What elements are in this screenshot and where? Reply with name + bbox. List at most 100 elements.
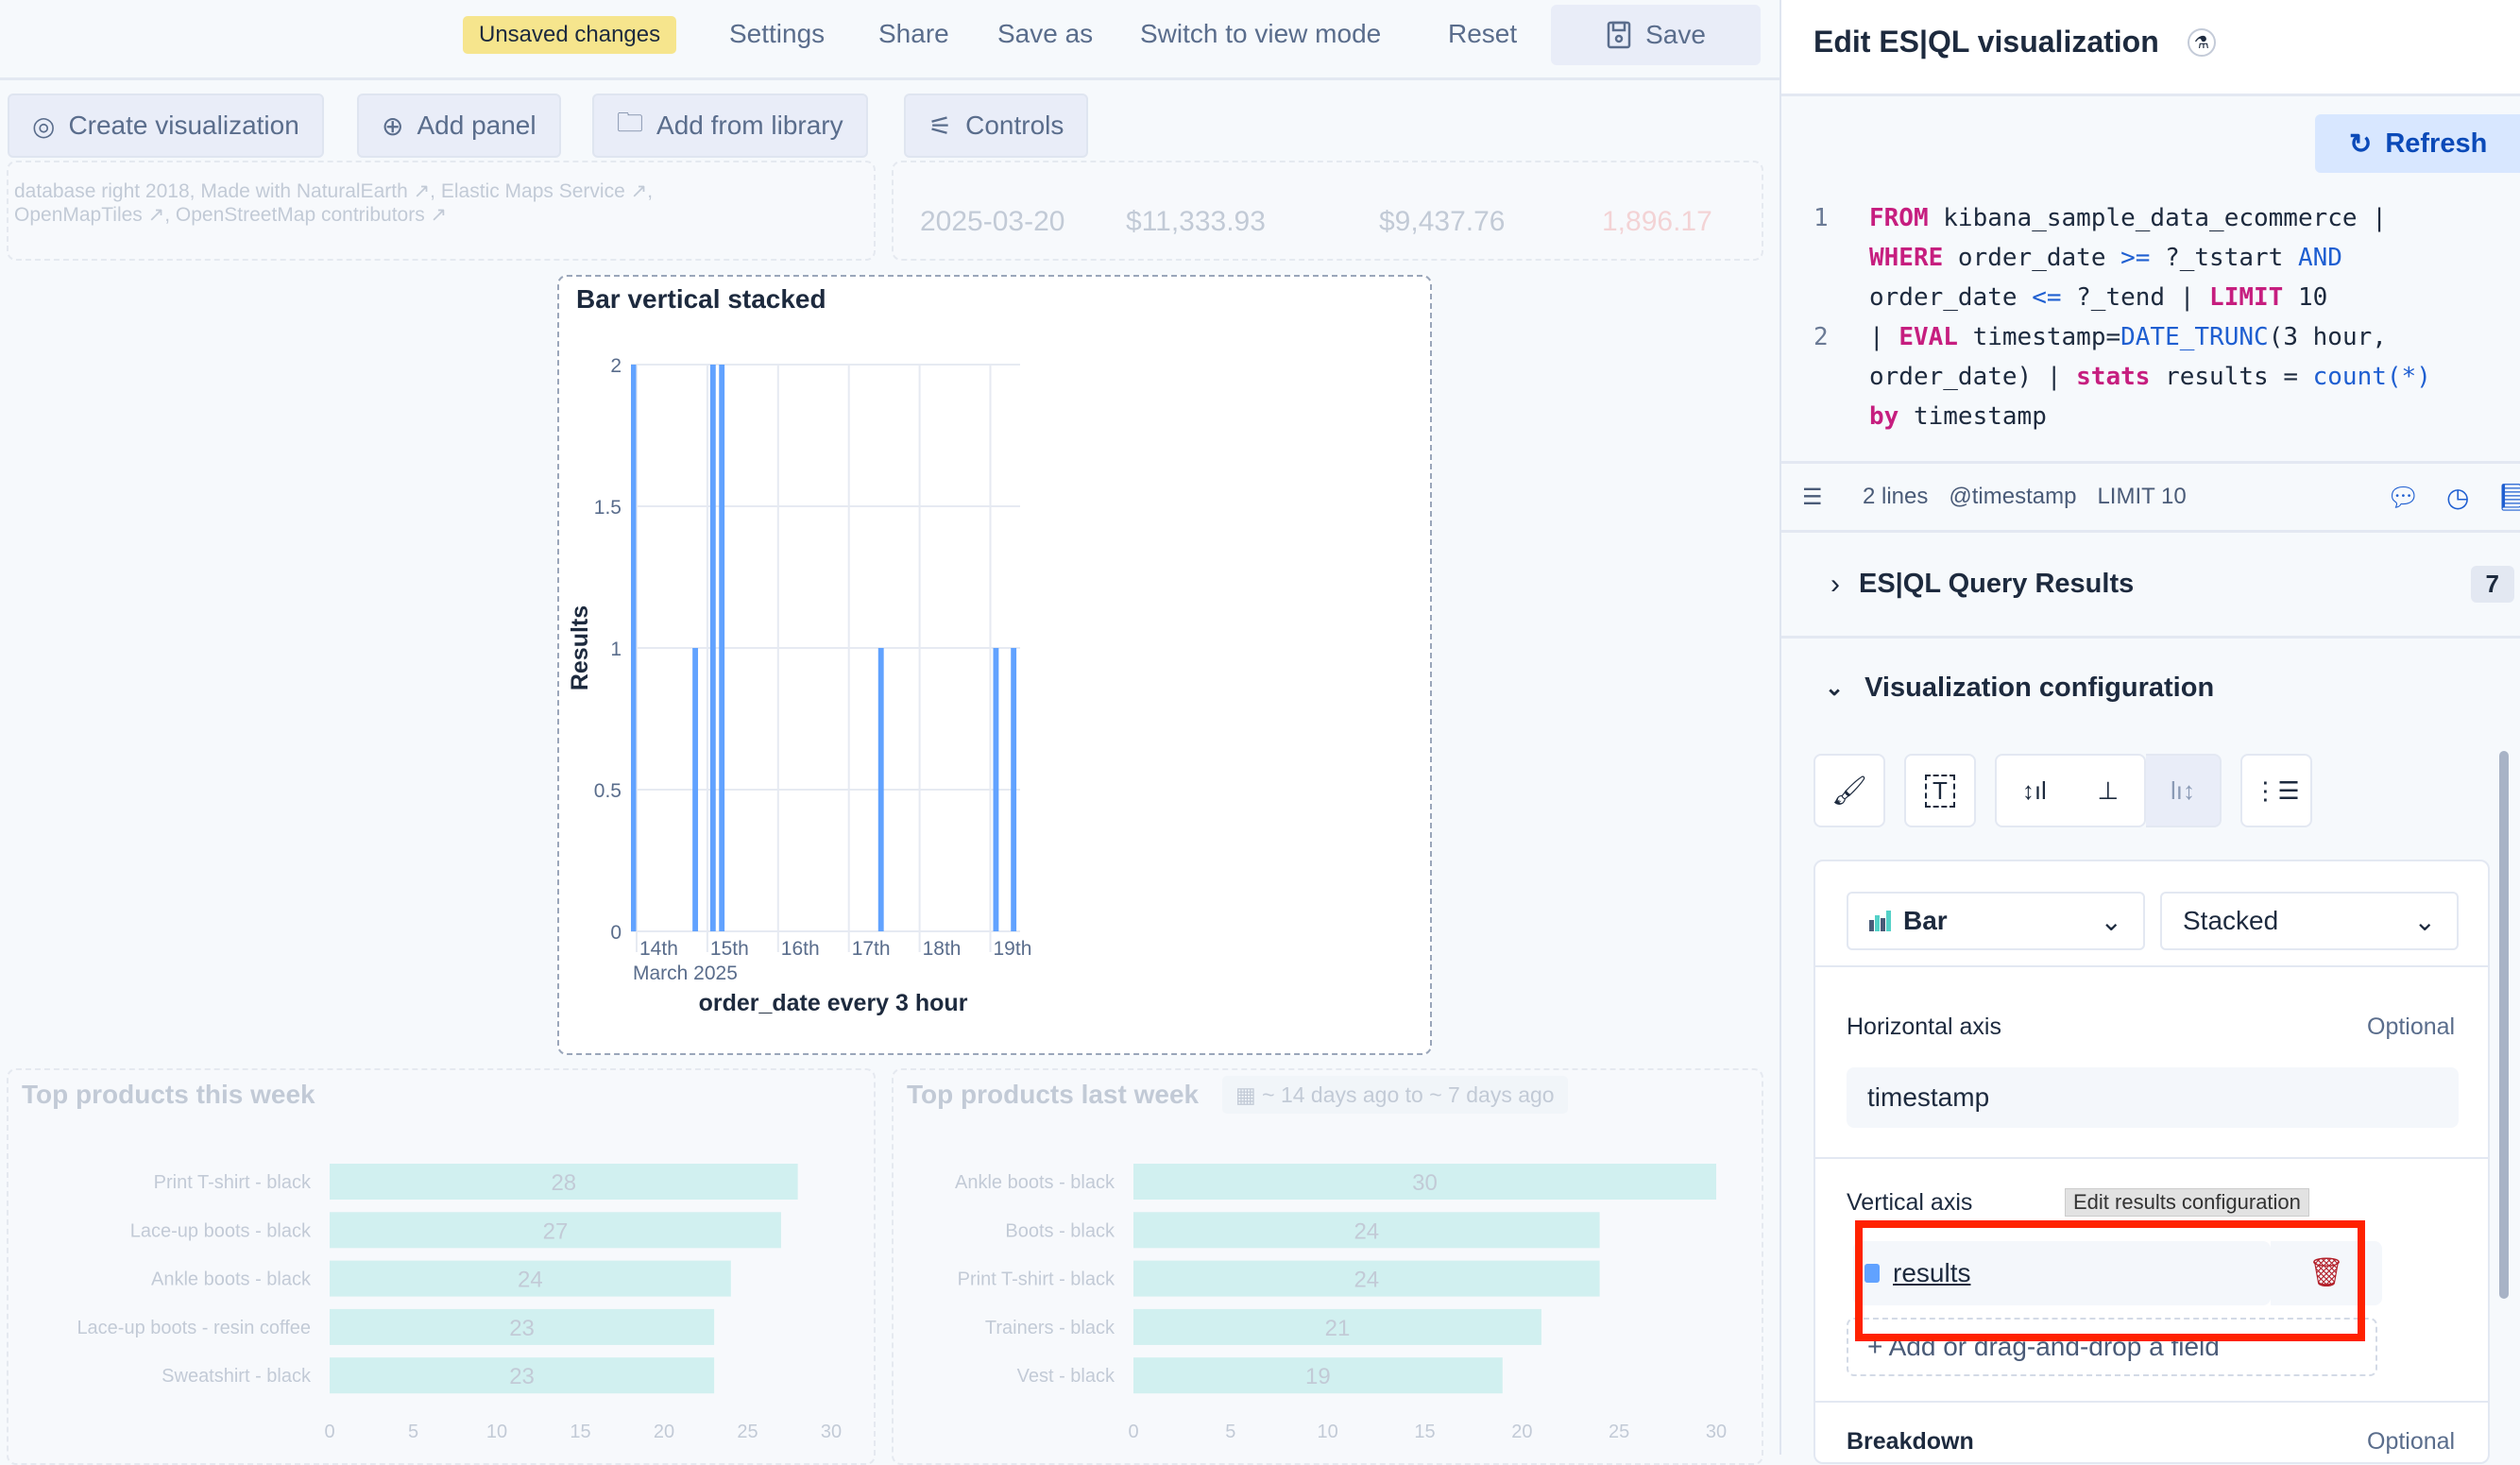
bar [330, 1212, 781, 1249]
x-tick-label: 5 [1225, 1422, 1235, 1442]
bar [1133, 1357, 1503, 1394]
code-token: DATE_TRUNC [2120, 323, 2269, 351]
tooltip: Edit results configuration [2065, 1188, 2309, 1217]
category-label: Vest - black [1017, 1366, 1115, 1387]
visualization-configuration-accordion[interactable]: ⌄ Visualization configuration [1825, 673, 2214, 704]
category-label: Lace-up boots - resin coffee [77, 1318, 311, 1338]
share-link[interactable]: Share [878, 19, 949, 48]
save-button[interactable]: Save [1551, 5, 1761, 65]
limit-info: LIMIT 10 [2097, 484, 2187, 509]
wrap-lines-icon[interactable]: ☰ [1802, 484, 1823, 510]
code-token: timestamp= [1957, 323, 2121, 351]
attribution-openstreetmap[interactable]: OpenStreetMap contributors [175, 204, 425, 226]
code-token: timestamp [1899, 402, 2047, 431]
create-visualization-button[interactable]: ◎ Create visualization [8, 94, 324, 158]
scrollbar[interactable] [2499, 751, 2509, 1299]
series-color-swatch[interactable] [1864, 1264, 1880, 1283]
save-icon [1606, 21, 1632, 49]
bar [1133, 1308, 1541, 1345]
x-tick-label: 20 [1511, 1422, 1532, 1442]
query-results-accordion[interactable]: › ES|QL Query Results 7 [1781, 533, 2520, 639]
stacking-mode-select[interactable]: Stacked ⌄ [2160, 892, 2459, 950]
code-token: LIMIT [2209, 283, 2284, 312]
code-token: order_date [1869, 283, 2033, 312]
bar [1133, 1260, 1600, 1297]
technical-preview-beaker-icon[interactable]: ⚗ [2188, 28, 2216, 57]
time-range-label: ~ 14 days ago to ~ 7 days ago [1262, 1082, 1555, 1107]
bar [330, 1357, 715, 1394]
attribution-openmaptiles[interactable]: OpenMapTiles [14, 204, 143, 226]
results-field-link[interactable]: results [1893, 1258, 1971, 1287]
settings-link[interactable]: Settings [729, 19, 826, 48]
code-line: FROM kibana_sample_data_ecommerce | [1869, 198, 2387, 238]
map-panel: database right 2018, Made with NaturalEa… [7, 161, 876, 261]
left-axis-icon[interactable]: ↕ıl [2021, 775, 2047, 805]
chart-type-value: Bar [1903, 906, 1948, 935]
data-label: 30 [1412, 1170, 1438, 1196]
optional-label: Optional [2367, 1014, 2456, 1040]
right-axis-icon: lı↕ [2171, 775, 2195, 805]
vertical-axis-field-results[interactable]: results [1853, 1241, 2271, 1305]
switch-to-view-mode-link[interactable]: Switch to view mode [1140, 19, 1382, 48]
line-count: 2 lines [1863, 484, 1929, 509]
chevron-down-icon: ⌄ [2413, 906, 2436, 936]
code-token: | [1869, 323, 1899, 351]
chevron-down-icon: ⌄ [1825, 675, 1845, 701]
controls-label: Controls [965, 111, 1064, 140]
bar [1133, 1212, 1600, 1249]
attribution-naturalearth[interactable]: database right 2018, Made with NaturalEa… [14, 180, 408, 202]
bar [719, 365, 725, 931]
controls-button[interactable]: ⚟ Controls [904, 94, 1089, 158]
data-label: 23 [509, 1364, 535, 1389]
chart-type-select[interactable]: Bar ⌄ [1847, 892, 2145, 950]
x-tick-label: 17th [852, 938, 891, 960]
table-cell-date: 2025-03-20 [920, 206, 1065, 237]
unsaved-changes-badge: Unsaved changes [463, 16, 677, 54]
create-visualization-label: Create visualization [68, 111, 299, 140]
divider [1815, 1157, 2490, 1159]
y-tick-label: 0.5 [594, 780, 621, 802]
history-icon[interactable]: ◷ [2446, 482, 2470, 512]
x-tick-label: 20 [654, 1422, 674, 1442]
table-panel: 2025-03-20 $11,333.93 $9,437.76 1,896.17 [892, 161, 1763, 261]
bar [993, 648, 999, 931]
y-tick-label: 1.5 [594, 497, 621, 519]
x-tick-label: 14th [639, 938, 678, 960]
feedback-icon[interactable]: 💬︎ [2386, 482, 2421, 512]
table-cell-value: $11,333.93 [1126, 206, 1266, 237]
add-from-library-button[interactable]: 🗀 Add from library [592, 94, 868, 158]
x-tick-label: 18th [923, 938, 962, 960]
attribution-elastic-maps[interactable]: Elastic Maps Service [440, 180, 625, 202]
data-label: 24 [1354, 1218, 1379, 1244]
top-products-this-week-panel: Top products this week [7, 1068, 876, 1465]
horizontal-axis-field[interactable]: timestamp [1847, 1067, 2459, 1128]
code-token: stats [2076, 363, 2151, 391]
right-axis-button[interactable]: lı↕ [2146, 754, 2222, 827]
query-results-label: ES|QL Query Results [1859, 569, 2135, 599]
calendar-icon: ▦ [1235, 1082, 1263, 1107]
reset-link[interactable]: Reset [1448, 19, 1518, 48]
appearance-brush-button[interactable]: 🖌︎ [1813, 754, 1885, 827]
save-label: Save [1645, 20, 1706, 49]
x-tick-label: 10 [1318, 1422, 1338, 1442]
titles-text-button[interactable]: T [1904, 754, 1976, 827]
data-label: 24 [1354, 1268, 1379, 1293]
code-token: ?_tend | [2061, 283, 2210, 312]
main-bar-chart: 0 0.5 1 1.5 2 14th 15th 16th 17th 18th 19th March 2… [567, 355, 1031, 1016]
add-panel-button[interactable]: ⊕ Add panel [357, 94, 561, 158]
code-token: FROM [1869, 204, 1929, 232]
documentation-icon[interactable]: 📘︎ [2495, 482, 2520, 512]
code-token: order_date) | [1869, 363, 2077, 391]
refresh-button[interactable]: ↻ Refresh [2315, 114, 2520, 173]
visualization-icon: ◎ [32, 111, 56, 141]
code-token: ?_tstart [2150, 244, 2298, 272]
timestamp-field: @timestamp [1949, 484, 2077, 509]
bottom-axis-icon[interactable]: ⊥ [2097, 775, 2120, 805]
add-from-library-label: Add from library [656, 111, 843, 140]
x-tick-label: 25 [737, 1422, 758, 1442]
save-as-link[interactable]: Save as [997, 19, 1094, 48]
time-range-badge[interactable]: ▦ ~ 14 days ago to ~ 7 days ago [1222, 1076, 1568, 1114]
legend-button[interactable]: ⋮☰ [2240, 754, 2312, 827]
data-label: 28 [551, 1170, 576, 1196]
table-row: 2025-03-20 $11,333.93 $9,437.76 1,896.17 [920, 206, 1712, 238]
